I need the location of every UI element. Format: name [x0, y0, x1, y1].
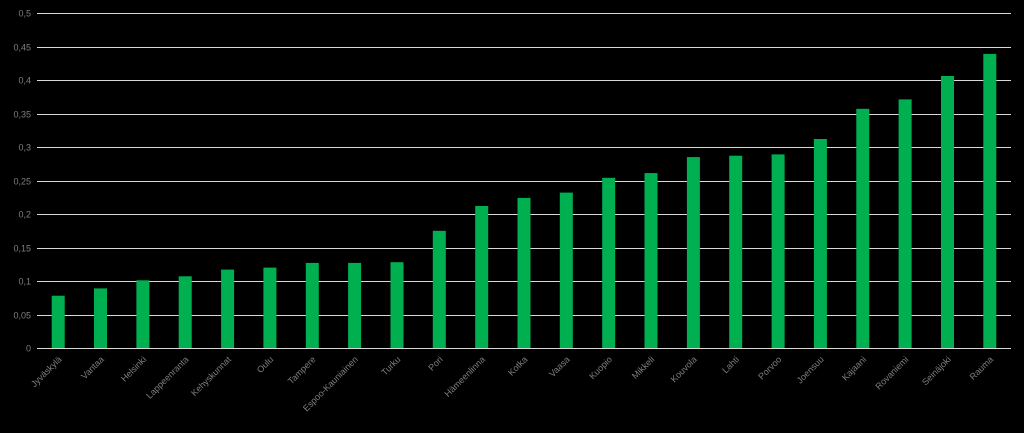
bar	[475, 206, 489, 348]
y-tick-label: 0,45	[13, 43, 31, 53]
bar	[517, 197, 531, 348]
x-category-label: Vantaa	[79, 354, 106, 381]
x-category-label: Rauma	[968, 354, 996, 382]
y-tick-label: 0,5	[18, 9, 31, 19]
bar	[644, 173, 658, 348]
bar	[263, 267, 277, 348]
bar	[178, 276, 192, 348]
y-tick-label: 0	[26, 344, 31, 354]
bar	[686, 157, 700, 348]
y-tick-label: 0,15	[13, 244, 31, 254]
y-tick-label: 0,3	[18, 143, 31, 153]
x-category-label: Lahti	[720, 354, 741, 375]
bar	[94, 288, 107, 348]
bar	[602, 177, 616, 348]
x-category-label: Porvoo	[756, 354, 783, 381]
x-axis-category-labels: Jyväskylä Vantaa HelsinkiLappeenrantaKehys…	[29, 354, 995, 413]
x-category-label: Mikkeli	[630, 354, 657, 381]
x-category-label: Oulu	[255, 354, 276, 375]
bar	[51, 295, 65, 348]
x-category-label: Kotka	[506, 354, 529, 377]
x-category-label: Pori	[426, 354, 444, 372]
bar	[305, 262, 319, 348]
x-category-label: Joensuu	[795, 354, 826, 385]
y-axis-tick-labels: 0 0,05 0,1 0,15 0,2 0,25 0,3 0,35 0,4 0,45 0,5	[13, 9, 31, 354]
bar	[983, 53, 997, 349]
x-category-label: Rovaniemi	[873, 354, 910, 391]
bar	[559, 192, 573, 348]
y-tick-label: 0,35	[13, 110, 31, 120]
bar	[941, 76, 954, 348]
x-category-label: Helsinki	[119, 354, 148, 383]
y-tick-label: 0,2	[18, 210, 31, 220]
bar	[729, 155, 743, 348]
x-category-label: Seinäjoki	[920, 354, 953, 387]
y-tick-label: 0,05	[13, 311, 31, 321]
y-tick-label: 0,1	[18, 277, 31, 287]
bar	[856, 108, 870, 348]
x-category-label: Hämeenlinna	[443, 354, 488, 399]
x-category-label: Kouvola	[669, 354, 699, 384]
bar	[390, 262, 404, 348]
bar	[898, 99, 912, 349]
x-category-label: Jyväskylä	[29, 354, 64, 389]
y-tick-label: 0,25	[13, 177, 31, 187]
bars	[51, 53, 997, 349]
x-category-label: Kuopio	[587, 354, 614, 381]
bar	[221, 269, 235, 348]
bar	[771, 154, 785, 348]
x-category-label: Lappeenranta	[144, 354, 190, 400]
x-category-label: Vaasa	[547, 354, 572, 379]
bar	[813, 139, 827, 348]
bar	[348, 262, 362, 348]
x-category-label: Kehyskunnat	[189, 354, 233, 398]
bar	[136, 280, 150, 348]
x-category-label: Turku	[379, 354, 402, 377]
bar	[432, 230, 446, 349]
x-category-label: Kajaani	[840, 354, 868, 382]
y-tick-label: 0,4	[18, 76, 31, 86]
x-category-label: Tampere	[286, 354, 318, 386]
